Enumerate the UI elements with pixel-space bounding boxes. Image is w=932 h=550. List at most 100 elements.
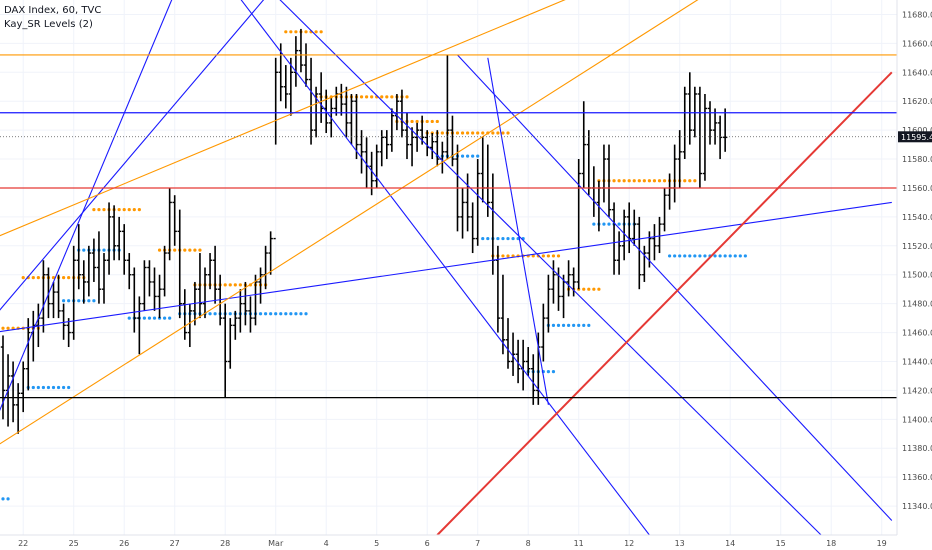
y-tick-label: 11580.0 xyxy=(902,155,932,164)
ohlc-bar xyxy=(318,72,324,123)
ohlc-bar xyxy=(637,216,642,290)
sr-level-dot xyxy=(693,254,697,258)
price-axis-background xyxy=(897,0,932,550)
ohlc-bar xyxy=(642,245,647,282)
ohlc-bar xyxy=(500,274,506,355)
ohlc-bar xyxy=(717,115,723,160)
price-axis[interactable]: 11340.0 11360.0 11380.0 11400.0 11420.0 11440… xyxy=(902,10,932,511)
sr-level-dot xyxy=(642,179,646,183)
ohlc-bar xyxy=(283,65,288,109)
x-tick-label: 6 xyxy=(425,539,430,548)
y-tick-label: 11560.0 xyxy=(902,184,932,193)
ohlc-bar xyxy=(96,231,102,304)
y-tick-label: 11480.0 xyxy=(902,300,932,309)
sr-level-dot xyxy=(582,287,586,291)
ohlc-bar xyxy=(515,339,521,384)
ohlc-bar xyxy=(167,187,172,261)
y-tick-label: 11400.0 xyxy=(902,415,932,424)
horizontal-lines[interactable] xyxy=(0,54,897,399)
sr-level-dot xyxy=(269,312,273,316)
x-tick-label: 15 xyxy=(776,539,786,548)
sr-level-dot xyxy=(486,236,490,241)
ohlc-bar xyxy=(273,57,278,240)
ohlc-bar xyxy=(475,159,480,246)
ohlc-bar xyxy=(157,274,162,319)
ohlc-bar xyxy=(374,144,379,188)
ohlc-bar xyxy=(652,224,657,261)
trend-line xyxy=(0,0,699,445)
ohlc-bar xyxy=(384,130,389,160)
sr-level-dot xyxy=(647,179,652,183)
x-tick-label: 26 xyxy=(119,539,129,548)
sr-level-dot xyxy=(683,179,687,183)
sr-level-dot xyxy=(21,276,25,280)
sr-level-dot xyxy=(546,254,551,258)
trend-line xyxy=(436,71,893,536)
x-tick-label: 13 xyxy=(675,539,685,548)
ohlc-bar xyxy=(187,303,193,348)
sr-level-dot xyxy=(617,179,621,183)
sr-level-dot xyxy=(319,30,323,34)
sr-level-dot xyxy=(62,276,66,280)
sr-level-dot xyxy=(652,179,657,183)
sr-level-dot xyxy=(703,254,707,258)
ohlc-bar xyxy=(349,93,354,145)
indicator-title[interactable]: Kay_SR Levels (2) xyxy=(4,19,93,30)
sr-level-dot xyxy=(481,131,485,135)
ohlc-bar xyxy=(707,101,713,145)
ohlc-bar xyxy=(450,115,455,167)
ohlc-bar xyxy=(248,296,253,333)
ohlc-bar xyxy=(551,260,556,304)
sr-level-dot xyxy=(294,312,298,316)
sr-level-dot xyxy=(1,326,5,330)
last-price-tag-label: 11595.4 xyxy=(901,133,932,142)
sr-level-dot xyxy=(157,248,162,252)
trend-line xyxy=(0,0,566,237)
sr-level-dot xyxy=(607,222,611,226)
ohlc-bar xyxy=(702,93,708,181)
ohlc-bar xyxy=(293,36,299,87)
ohlc-bar xyxy=(404,112,410,160)
sr-level-dot xyxy=(188,248,192,252)
sr-level-dot xyxy=(587,323,591,327)
ohlc-bar xyxy=(460,187,465,239)
ohlc-bar xyxy=(606,144,612,217)
last-price-tag: 11595.4 xyxy=(898,131,932,143)
sr-level-dot xyxy=(67,276,71,280)
sr-level-dot xyxy=(476,131,480,135)
sr-level-dot xyxy=(147,316,152,320)
ohlc-bar xyxy=(616,231,622,275)
sr-level-dot xyxy=(627,179,631,183)
sr-level-dot xyxy=(289,30,293,34)
sr-level-dot xyxy=(370,95,374,99)
sr-level-dot xyxy=(592,222,596,226)
ohlc-bar xyxy=(258,267,263,304)
ohlc-bar xyxy=(278,43,283,102)
x-tick-label: 18 xyxy=(826,539,836,548)
sr-level-dot xyxy=(264,312,268,316)
sr-level-dot xyxy=(380,95,384,99)
ohlc-bar xyxy=(697,86,703,188)
drawing-lines[interactable] xyxy=(0,0,893,536)
sr-level-dot xyxy=(365,95,369,99)
trend-line xyxy=(279,0,822,536)
y-tick-label: 11380.0 xyxy=(902,444,932,453)
symbol-title[interactable]: DAX Index, 60, TVC xyxy=(4,5,102,16)
sr-level-dot xyxy=(668,254,672,258)
time-axis[interactable]: 22 25 26 27 28 Mar 4 5 6 7 8 11 12 13 14 15 18 19 xyxy=(18,539,887,548)
ohlc-bar xyxy=(122,224,127,275)
sr-level-dot xyxy=(193,248,197,252)
sr-level-dot xyxy=(546,370,551,374)
sr-level-dot xyxy=(455,131,460,135)
sr-level-dot xyxy=(274,312,278,316)
sr-level-dot xyxy=(531,254,535,258)
chart-legend: DAX Index, 60, TVC Kay_SR Levels (2) xyxy=(4,4,101,32)
sr-level-dot xyxy=(602,222,606,226)
sr-level-dot xyxy=(506,131,510,135)
sr-level-dot xyxy=(102,248,106,252)
sr-level-dot xyxy=(541,254,545,258)
sr-level-dot xyxy=(496,131,500,135)
trend-line xyxy=(0,0,173,412)
sr-level-dot xyxy=(122,208,126,212)
